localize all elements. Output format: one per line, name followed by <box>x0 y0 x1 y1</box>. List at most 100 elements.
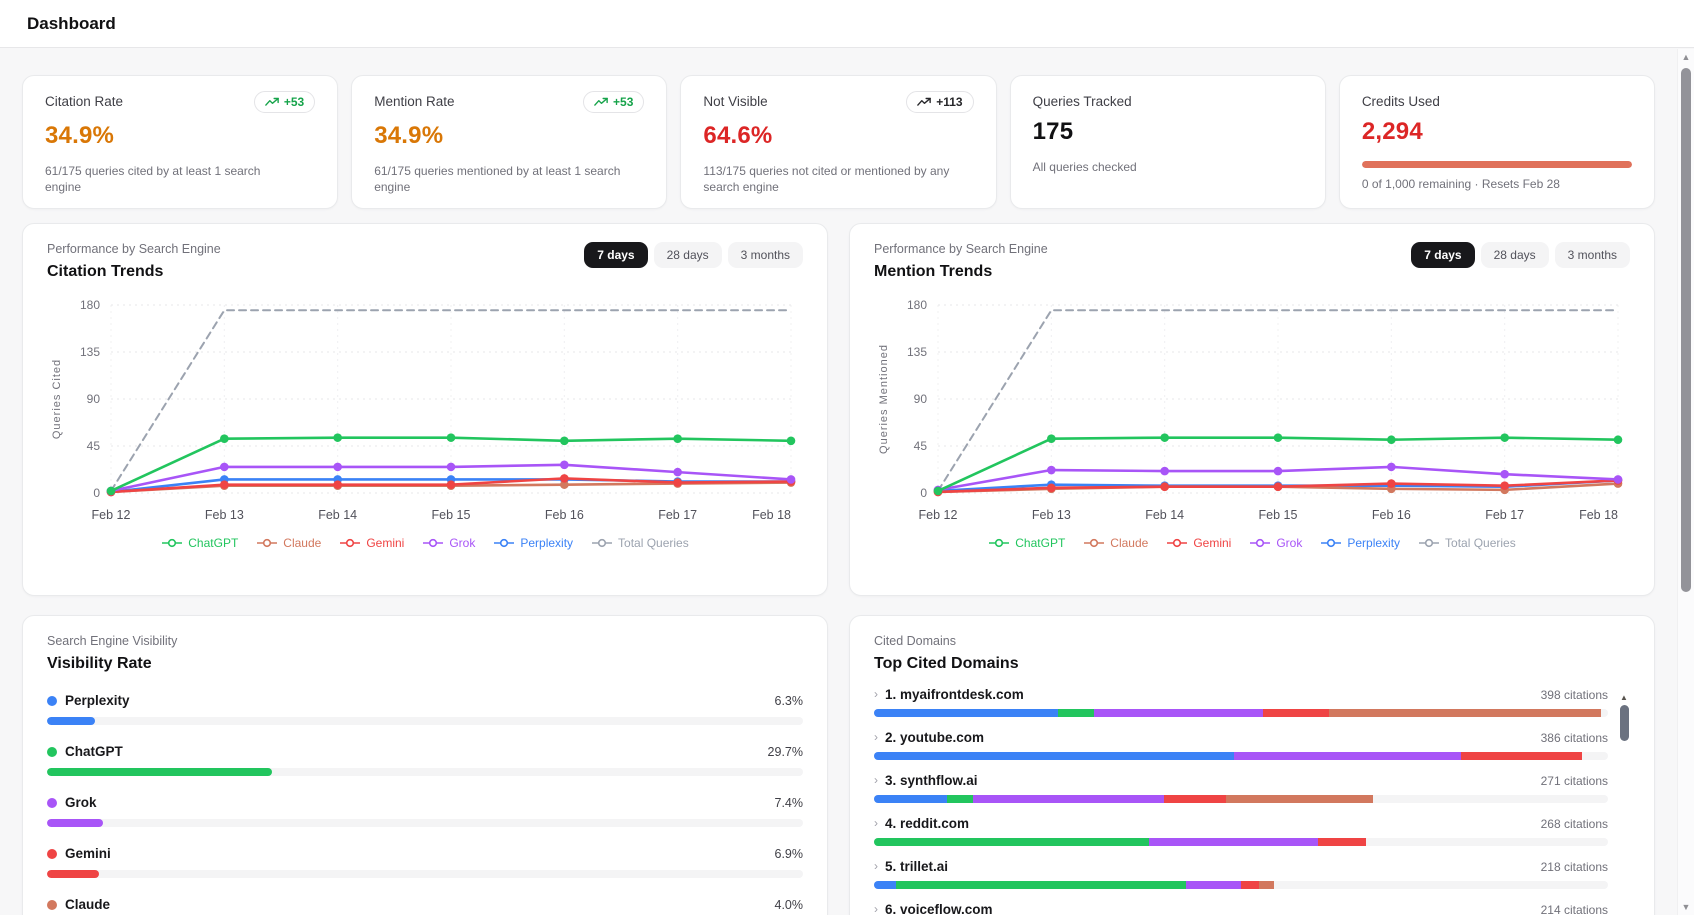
panel-title: Visibility Rate <box>47 655 152 672</box>
panel-eyebrow: Search Engine Visibility <box>47 634 178 648</box>
stat-card-description: 113/175 queries not cited or mentioned b… <box>703 164 950 195</box>
domain-citations: 214 citations <box>1540 902 1608 915</box>
trend-badge-value: +113 <box>936 95 963 109</box>
scroll-up-icon[interactable]: ▲ <box>1620 693 1628 702</box>
domain-row-youtube.com[interactable]: › 2. youtube.com 386 citations <box>874 730 1608 760</box>
svg-text:135: 135 <box>80 345 100 359</box>
legend-item-grok: Grok <box>422 536 475 550</box>
domain-citations: 271 citations <box>1540 773 1608 788</box>
svg-text:90: 90 <box>87 392 101 406</box>
domain-bar-segment-grok <box>1233 752 1462 760</box>
svg-text:Queries Mentioned: Queries Mentioned <box>878 344 890 454</box>
chevron-right-icon: › <box>874 816 878 830</box>
legend-label: Perplexity <box>520 536 574 550</box>
domain-label-line: › 1. myaifrontdesk.com 398 citations <box>874 687 1608 702</box>
credits-progress-bar <box>1361 161 1633 168</box>
legend-label: Total Queries <box>618 536 689 550</box>
domain-bar-segment-gemini <box>1461 752 1583 760</box>
engine-name: Grok <box>65 795 97 810</box>
top-cited-domains-panel: Cited Domains Top Cited Domains ▲ › 1. my… <box>849 615 1655 915</box>
stat-card-value: 175 <box>1032 118 1074 145</box>
domain-label-line: › 3. synthflow.ai 271 citations <box>874 773 1608 788</box>
page-scrollbar-thumb[interactable] <box>1681 68 1691 592</box>
domain-bar-segment-grok <box>1094 709 1263 717</box>
domain-name: 2. youtube.com <box>885 730 985 745</box>
visibility-bar-fill <box>47 768 272 776</box>
domain-bar-segment-perplexity <box>874 709 1058 717</box>
svg-text:0: 0 <box>920 486 927 500</box>
list-scrollbar-thumb[interactable] <box>1619 705 1629 741</box>
stat-card-label: Not Visible <box>703 94 768 109</box>
svg-text:90: 90 <box>914 392 928 406</box>
legend-item-chatgpt: ChatGPT <box>161 536 238 550</box>
domain-row-myaifrontdesk.com[interactable]: › 1. myaifrontdesk.com 398 citations <box>874 687 1608 717</box>
svg-text:Feb 12: Feb 12 <box>92 508 131 522</box>
range-button-7-days[interactable]: 7 days <box>584 242 648 268</box>
domain-row-voiceflow.com[interactable]: › 6. voiceflow.com 214 citations <box>874 902 1608 915</box>
domain-bar-segment-perplexity <box>874 795 948 803</box>
legend-item-total: Total Queries <box>1418 536 1516 550</box>
trending-up-icon <box>594 97 608 106</box>
visibility-bar-fill <box>47 717 95 725</box>
domain-row-trillet.ai[interactable]: › 5. trillet.ai 218 citations <box>874 859 1608 889</box>
legend-label: Claude <box>1110 536 1149 550</box>
bottom-panels-row: Search Engine Visibility Visibility Rate… <box>22 615 1655 915</box>
stat-card-label: Citation Rate <box>45 94 124 109</box>
visibility-row-gemini: Gemini 6.9% <box>47 846 803 878</box>
domain-bar-segment-gemini <box>1163 795 1227 803</box>
scroll-up-icon[interactable]: ▲ <box>1681 52 1691 62</box>
domain-row-synthflow.ai[interactable]: › 3. synthflow.ai 271 citations <box>874 773 1608 803</box>
domain-bar-track <box>874 838 1608 846</box>
visibility-value: 4.0% <box>774 897 804 912</box>
visibility-row-grok: Grok 7.4% <box>47 795 803 827</box>
domain-bar-track <box>874 881 1608 889</box>
domain-bar-segment-perplexity <box>874 752 1234 760</box>
range-button-3-months[interactable]: 3 months <box>1554 242 1630 268</box>
legend-item-gemini: Gemini <box>1166 536 1231 550</box>
domain-row-reddit.com[interactable]: › 4. reddit.com 268 citations <box>874 816 1608 846</box>
legend-marker-icon <box>1321 538 1342 548</box>
chevron-right-icon: › <box>874 902 878 915</box>
svg-text:0: 0 <box>93 486 100 500</box>
legend-label: Grok <box>1276 536 1303 550</box>
panel-title: Citation Trends <box>47 263 164 280</box>
visibility-bar-track <box>47 768 803 776</box>
svg-text:Feb 15: Feb 15 <box>432 508 471 522</box>
legend-item-perplexity: Perplexity <box>493 536 573 550</box>
list-scrollbar[interactable]: ▲ <box>1618 693 1630 893</box>
range-button-28-days[interactable]: 28 days <box>1480 242 1549 268</box>
legend-marker-icon <box>494 538 515 548</box>
page-scrollbar[interactable]: ▲ ▼ <box>1677 49 1694 915</box>
range-button-28-days[interactable]: 28 days <box>653 242 722 268</box>
stat-card-top: Citation Rate +53 <box>45 91 316 113</box>
visibility-bar-track <box>47 717 803 725</box>
legend-marker-icon <box>1167 538 1188 548</box>
domain-name: 1. myaifrontdesk.com <box>885 687 1024 702</box>
stat-card-not-visible: Not Visible +113 64.6% 113/175 queries not … <box>680 75 997 209</box>
app-header: Dashboard <box>0 0 1694 48</box>
range-button-7-days[interactable]: 7 days <box>1411 242 1475 268</box>
legend-item-chatgpt: ChatGPT <box>988 536 1065 550</box>
legend-label: ChatGPT <box>1015 536 1066 550</box>
domain-citations: 386 citations <box>1540 730 1608 745</box>
domain-bar-segment-chatgpt <box>896 881 1186 889</box>
domain-bar-track <box>874 795 1608 803</box>
domain-name: 5. trillet.ai <box>885 859 949 874</box>
range-button-3-months[interactable]: 3 months <box>727 242 803 268</box>
stat-card-value: 34.9% <box>374 122 444 149</box>
scroll-down-icon[interactable]: ▼ <box>1681 902 1691 912</box>
trend-badge-value: +53 <box>283 95 305 109</box>
visibility-label-line: ChatGPT 29.7% <box>47 744 803 759</box>
legend-item-total: Total Queries <box>591 536 689 550</box>
domain-bar-track <box>874 752 1608 760</box>
stat-card-citation-rate: Citation Rate +53 34.9% 61/175 queries cite… <box>22 75 339 209</box>
svg-text:135: 135 <box>907 345 927 359</box>
trend-badge: +53 <box>583 91 645 113</box>
stat-card-value: 2,294 <box>1361 118 1423 145</box>
legend-marker-icon <box>989 538 1010 548</box>
domain-bar-segment-gemini <box>1263 709 1330 717</box>
visibility-value: 7.4% <box>774 795 804 810</box>
visibility-bar-fill <box>47 819 103 827</box>
stat-card-mention-rate: Mention Rate +53 34.9% 61/175 queries menti… <box>351 75 668 209</box>
mention-trends-panel: Performance by Search Engine Mention Tre… <box>849 223 1655 596</box>
